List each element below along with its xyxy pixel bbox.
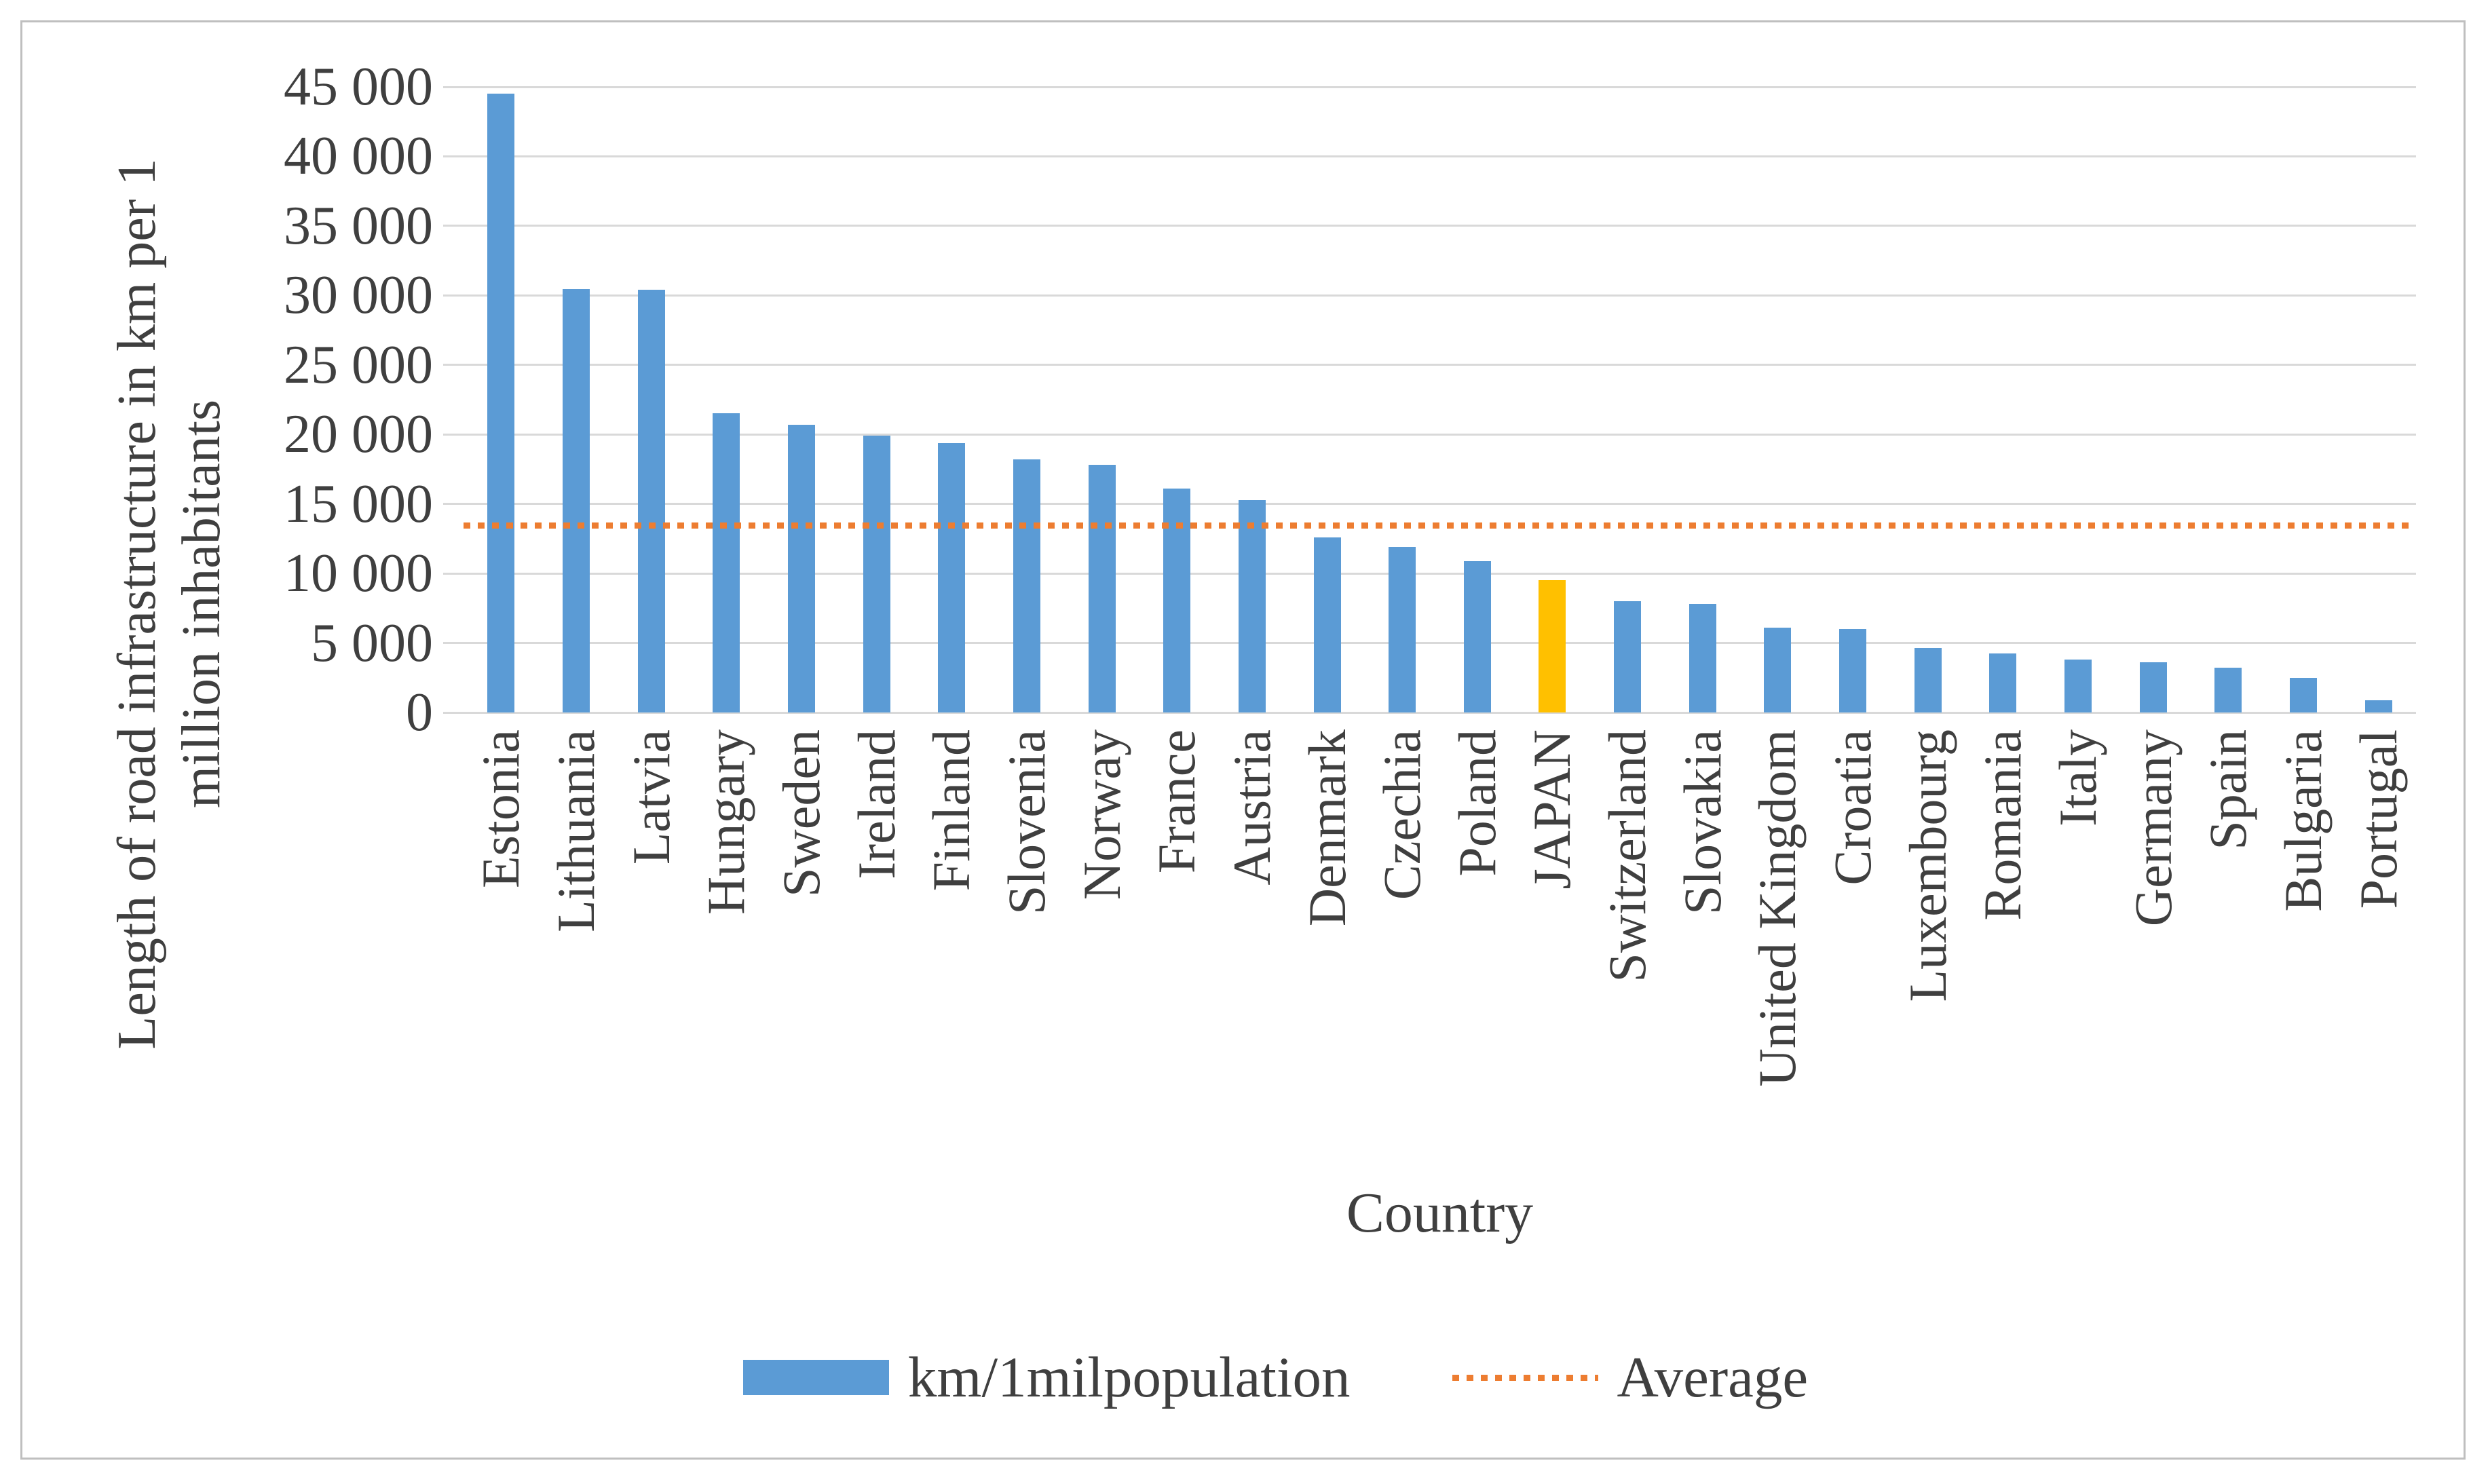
- y-axis-tick-mark: [443, 294, 464, 297]
- x-category-label: Slovenia: [996, 729, 1056, 915]
- bar: [2364, 700, 2392, 712]
- bar: [1088, 465, 1116, 712]
- y-axis-tick-mark: [443, 642, 464, 645]
- legend-series-swatch: [742, 1360, 889, 1395]
- x-category-label: Bulgaria: [2274, 729, 2333, 912]
- bar: [1989, 653, 2017, 712]
- y-tick-label: 20 000: [284, 404, 433, 465]
- legend: km/1milpopulation Average: [0, 1340, 2490, 1415]
- bar: [863, 436, 890, 712]
- x-category-label: Austria: [1222, 729, 1281, 886]
- y-tick-label: 30 000: [284, 265, 433, 326]
- bar-highlighted: [1539, 580, 1566, 712]
- bar: [2214, 668, 2242, 712]
- legend-series-label: km/1milpopulation: [907, 1346, 1351, 1409]
- y-tick-label: 0: [406, 683, 433, 742]
- gridline: [464, 433, 2416, 436]
- bar: [1914, 647, 1942, 712]
- x-category-label: Norway: [1072, 729, 1131, 900]
- y-axis-tick-mark: [443, 85, 464, 88]
- x-category-label: Ireland: [846, 729, 906, 879]
- x-category-label: Slovakia: [1672, 729, 1732, 915]
- x-category-label: Poland: [1447, 729, 1507, 877]
- y-axis-tick-mark: [443, 503, 464, 506]
- bar: [2290, 677, 2318, 712]
- bar: [1764, 628, 1792, 712]
- y-axis-tick-mark: [443, 225, 464, 227]
- gridline: [464, 503, 2416, 506]
- y-tick-label: 40 000: [284, 126, 433, 187]
- legend-average-label: Average: [1617, 1346, 1809, 1409]
- bar: [562, 289, 590, 712]
- bar: [1614, 601, 1642, 712]
- bar: [1013, 459, 1040, 712]
- x-category-label: Lithuania: [546, 729, 605, 932]
- y-tick-label: 45 000: [284, 57, 433, 117]
- gridline: [464, 225, 2416, 227]
- x-category-label: JAPAN: [1522, 729, 1582, 890]
- gridline: [464, 155, 2416, 157]
- y-tick-label: 25 000: [284, 335, 433, 395]
- y-axis-tick-mark: [443, 364, 464, 366]
- x-category-label: Czechia: [1372, 729, 1432, 900]
- bar: [787, 424, 815, 712]
- bar: [1689, 604, 1716, 712]
- bar: [637, 290, 665, 712]
- bar: [2064, 660, 2092, 712]
- average-line: [464, 522, 2416, 529]
- bar: [1238, 499, 1266, 712]
- y-axis-title: Length of road infrastructure in km per …: [105, 61, 234, 1147]
- bar: [713, 413, 740, 712]
- gridline: [464, 572, 2416, 575]
- y-tick-label: 10 000: [284, 544, 433, 604]
- y-tick-label: 35 000: [284, 195, 433, 256]
- x-category-label: Italy: [2048, 729, 2108, 826]
- x-category-label: France: [1147, 729, 1207, 874]
- x-category-label: Croatia: [1823, 729, 1883, 886]
- x-axis-title: Country: [1346, 1181, 1534, 1244]
- y-axis-tick-mark: [443, 572, 464, 575]
- bar: [1389, 547, 1416, 712]
- x-category-label: Denmark: [1297, 729, 1357, 927]
- y-axis-tick-mark: [443, 711, 464, 714]
- gridline: [464, 294, 2416, 297]
- y-axis-tick-mark: [443, 155, 464, 157]
- x-category-label: Sweden: [771, 729, 831, 897]
- x-category-label: Luxembourg: [1898, 729, 1957, 1002]
- gridline: [464, 85, 2416, 88]
- x-category-label: United Kingdom: [1748, 729, 1807, 1087]
- legend-average-line-sample: [1452, 1374, 1598, 1381]
- x-category-label: Romania: [1973, 729, 2033, 921]
- bar: [1313, 537, 1341, 712]
- bar: [938, 442, 966, 712]
- y-tick-label: 15 000: [284, 474, 433, 534]
- x-category-label: Finland: [922, 729, 981, 892]
- bar: [2139, 662, 2167, 712]
- bar: [487, 94, 515, 712]
- x-category-label: Spain: [2198, 729, 2258, 850]
- gridline: [464, 711, 2416, 714]
- x-category-label: Portugal: [2348, 729, 2408, 909]
- gridline: [464, 364, 2416, 366]
- gridline: [464, 642, 2416, 645]
- bar: [1839, 629, 1867, 712]
- x-category-label: Estonia: [471, 729, 531, 888]
- figure-frame: [20, 20, 2466, 1460]
- x-category-label: Switzerland: [1598, 729, 1657, 983]
- bar: [1463, 560, 1491, 712]
- x-category-label: Latvia: [621, 729, 681, 865]
- x-category-label: Hungary: [696, 729, 756, 915]
- y-tick-label: 5 000: [311, 613, 433, 673]
- x-category-label: Germany: [2123, 729, 2183, 927]
- y-axis-tick-mark: [443, 433, 464, 436]
- y-axis-title-line1: Length of road infrastructure in km per …: [107, 158, 167, 1050]
